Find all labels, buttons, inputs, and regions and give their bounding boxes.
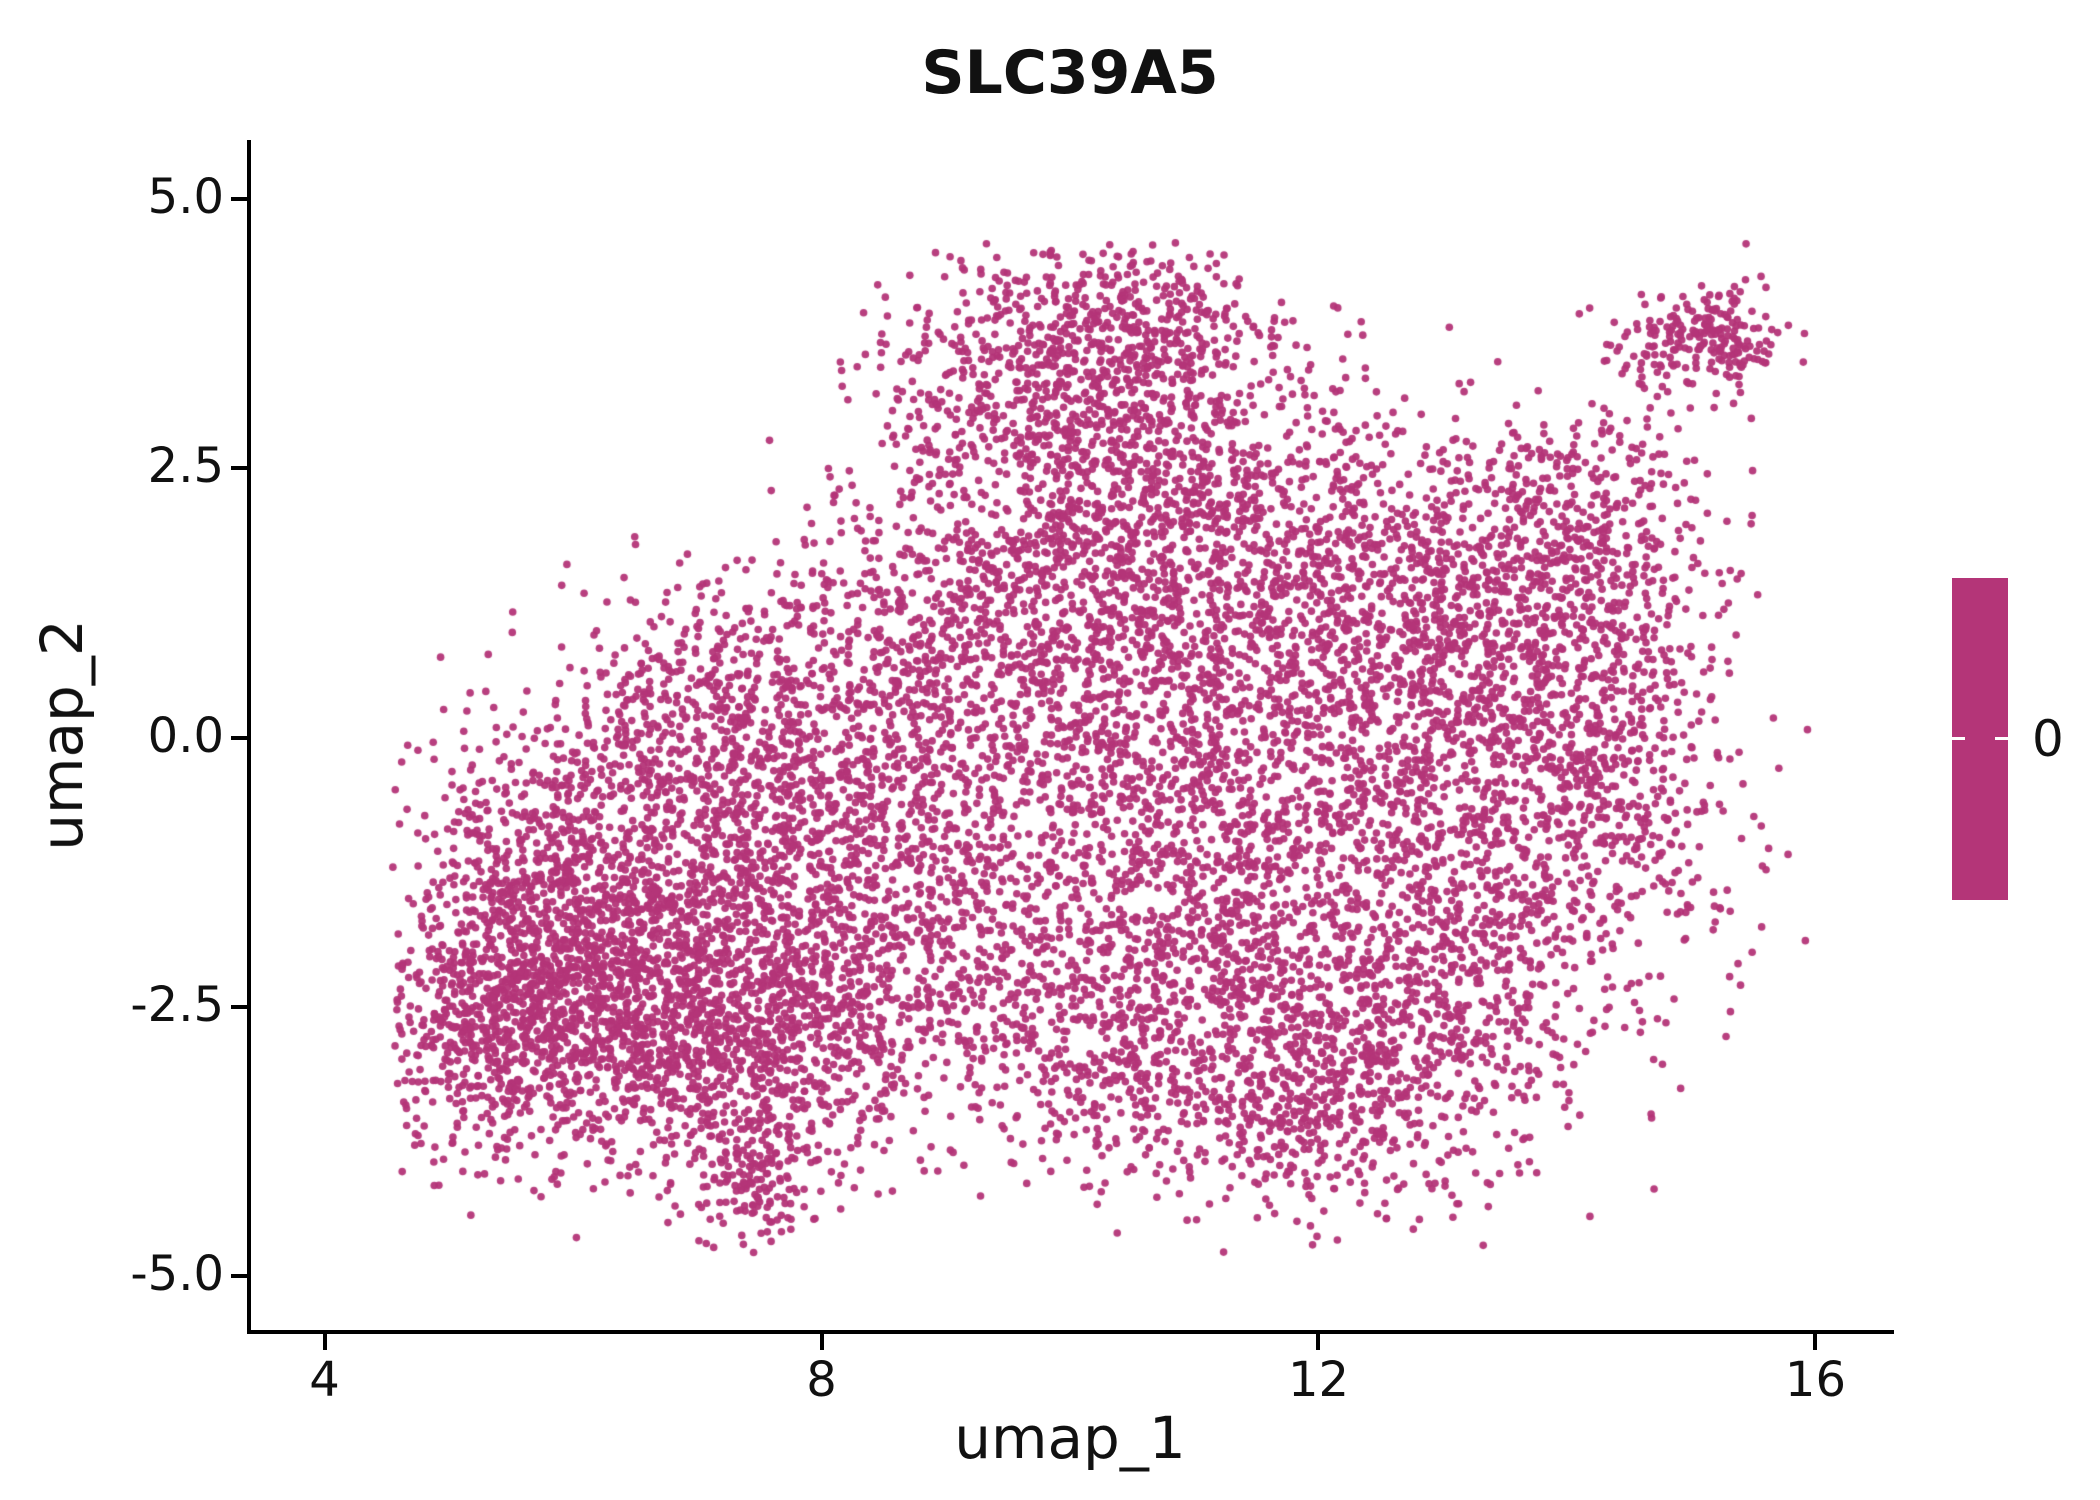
y-tick-mark: [231, 197, 247, 202]
colorbar-tick-mark: [1952, 737, 1965, 740]
y-tick-label: -5.0: [130, 1246, 224, 1303]
x-tick-label: 12: [1287, 1352, 1350, 1408]
y-tick-label: 5.0: [147, 169, 224, 226]
y-axis-line: [247, 140, 251, 1334]
x-tick-mark: [1316, 1334, 1321, 1350]
x-tick-label: 4: [309, 1352, 340, 1408]
y-tick-label: 2.5: [147, 438, 224, 495]
scatter-points-canvas: [250, 140, 1890, 1330]
y-tick-mark: [231, 735, 247, 740]
y-axis-label: umap_2: [28, 619, 96, 851]
y-tick-mark: [231, 1274, 247, 1279]
y-tick-mark: [231, 1004, 247, 1009]
x-axis-line: [247, 1330, 1894, 1334]
y-tick-mark: [231, 466, 247, 471]
colorbar-tick-mark: [1995, 737, 2008, 740]
plot-title: SLC39A5: [921, 38, 1219, 108]
colorbar-tick-label: 0: [2032, 710, 2064, 768]
x-tick-label: 16: [1784, 1352, 1846, 1408]
x-tick-mark: [1813, 1334, 1818, 1350]
y-tick-label: 0.0: [147, 707, 224, 764]
x-tick-mark: [322, 1334, 327, 1350]
y-tick-label: -2.5: [130, 976, 224, 1033]
x-tick-mark: [819, 1334, 824, 1350]
colorbar: [1952, 578, 2008, 900]
x-axis-label: umap_1: [954, 1404, 1186, 1472]
x-tick-label: 8: [806, 1352, 837, 1408]
